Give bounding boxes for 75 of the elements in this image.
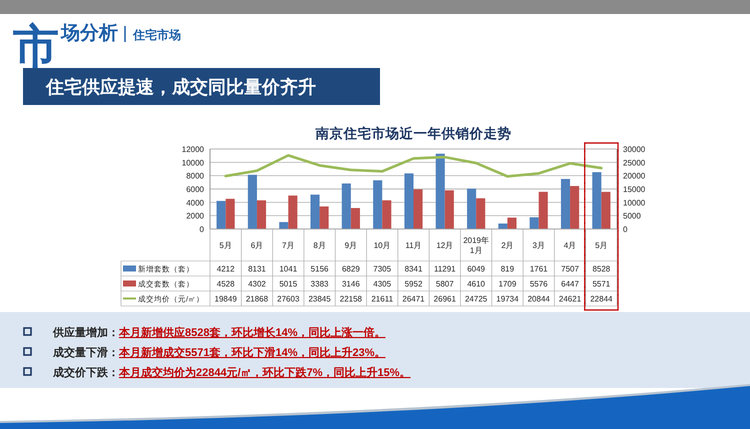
data-label: 5156 xyxy=(310,264,328,274)
data-label: 1761 xyxy=(530,264,548,274)
x-tick-label: 8月 xyxy=(313,241,326,250)
chart-title: 南京住宅市场近一年供销价走势 xyxy=(316,126,512,141)
data-label: 7305 xyxy=(373,264,392,274)
data-label: 19849 xyxy=(214,294,237,304)
data-label: 4528 xyxy=(216,280,235,288)
data-label: 24621 xyxy=(558,294,582,304)
data-label: 11291 xyxy=(434,264,456,274)
data-label: 4212 xyxy=(216,264,235,274)
data-label: 22844 xyxy=(590,294,612,304)
data-label: 19734 xyxy=(496,294,519,304)
x-tick-label: 5月 xyxy=(219,241,232,250)
y2-tick-label: 30000 xyxy=(623,145,646,154)
x-tick-label: 7月 xyxy=(282,241,294,250)
bullet-text: 本月新增供应8528套，环比增长14%，同比上涨一倍。 xyxy=(119,327,386,339)
data-label: 21611 xyxy=(371,294,394,304)
bullet-text: 本月新增成交5571套，环比下滑14%，同比上升23%。 xyxy=(119,347,386,359)
y2-tick-label: 25000 xyxy=(623,158,646,168)
y-tick-label: 4000 xyxy=(186,198,204,208)
data-label: 5571 xyxy=(592,280,610,288)
y-tick-label: 0 xyxy=(200,225,204,234)
data-label: 23845 xyxy=(308,294,331,304)
data-label: 6829 xyxy=(342,264,360,274)
banner-text: 住宅供应提速，成交同比量价齐升 xyxy=(46,77,316,97)
subheading: 住宅市场 xyxy=(133,28,181,42)
data-label: 27603 xyxy=(277,294,300,304)
y2-tick-label: 20000 xyxy=(623,172,646,181)
data-label: 4305 xyxy=(373,280,392,288)
data-label: 24725 xyxy=(465,294,488,304)
y2-tick-label: 10000 xyxy=(623,198,646,208)
data-label: 819 xyxy=(500,264,514,274)
x-tick-label: 2019年1月 xyxy=(463,236,490,255)
data-label: 1709 xyxy=(498,280,516,288)
data-label: 3146 xyxy=(342,280,360,288)
x-tick-label: 6月 xyxy=(250,241,264,250)
x-tick-label: 5月 xyxy=(595,241,608,250)
data-label: 26961 xyxy=(434,294,456,304)
data-label: 5952 xyxy=(404,280,422,288)
data-label: 5015 xyxy=(279,280,298,288)
bullet-head: 供应量增加： xyxy=(53,327,119,339)
data-label: 4610 xyxy=(467,280,486,288)
data-label: 8528 xyxy=(592,264,610,274)
y-tick-label: 12000 xyxy=(182,145,204,154)
data-label: 26471 xyxy=(402,294,425,304)
bullet-text: 本月成交均价为22844元/㎡，环比下跌7%，同比上升15%。 xyxy=(119,367,411,379)
y-tick-label: 6000 xyxy=(186,185,204,194)
x-tick-label: 3月 xyxy=(532,241,545,250)
data-label: 5807 xyxy=(436,280,454,288)
x-tick-label: 11月 xyxy=(405,241,422,250)
y2-tick-label: 15000 xyxy=(623,185,646,194)
x-tick-label: 2月 xyxy=(501,241,514,250)
data-label: 5576 xyxy=(530,280,548,288)
y2-tick-label: 5000 xyxy=(623,212,641,221)
data-label: 8131 xyxy=(248,264,266,274)
x-tick-label: 4月 xyxy=(564,241,576,250)
x-tick-label: 12月 xyxy=(436,241,454,250)
data-label: 3383 xyxy=(310,280,328,288)
data-label: 4302 xyxy=(248,280,266,288)
data-label: 6447 xyxy=(561,280,579,288)
y-tick-label: 2000 xyxy=(186,212,204,221)
data-label: 8341 xyxy=(404,264,422,274)
x-tick-label: 9月 xyxy=(344,241,358,250)
data-label: 21868 xyxy=(246,294,268,304)
bullet-head: 成交价下跌： xyxy=(53,367,119,379)
bullet-head: 成交量下滑： xyxy=(53,347,119,359)
y-tick-label: 10000 xyxy=(182,158,204,168)
data-label: 7507 xyxy=(561,264,579,274)
data-label: 22158 xyxy=(340,294,362,304)
data-label: 20844 xyxy=(528,294,550,304)
y-tick-label: 8000 xyxy=(186,172,204,181)
x-tick-label: 10月 xyxy=(374,241,391,250)
y2-tick-label: 0 xyxy=(623,225,628,234)
data-label: 6049 xyxy=(467,264,486,274)
data-label: 1041 xyxy=(279,264,298,274)
